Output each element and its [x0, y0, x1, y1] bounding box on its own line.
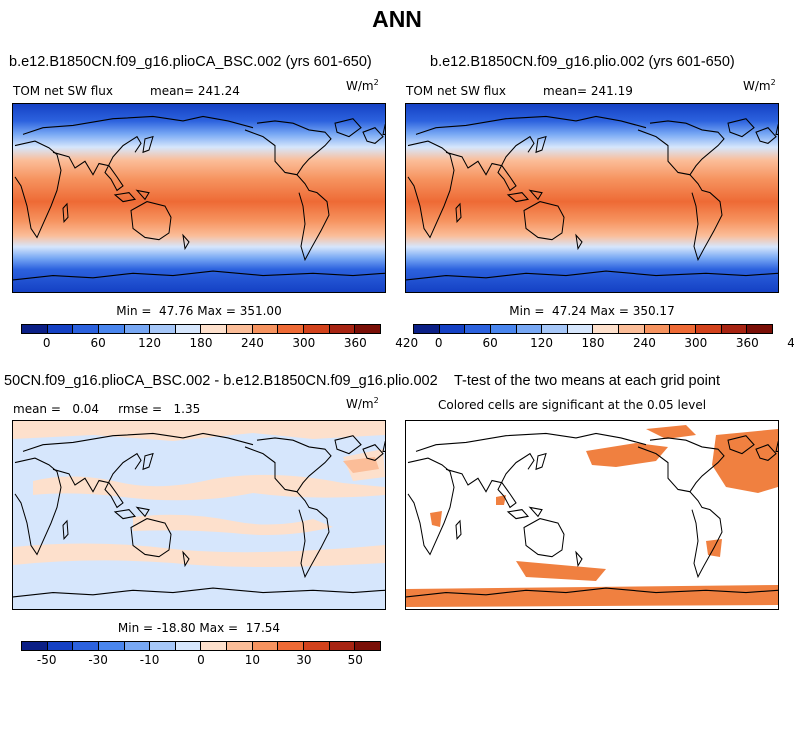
panel-2-flux-field [406, 104, 778, 292]
colorbar-segment [465, 325, 491, 333]
panel-3-diff-field [13, 421, 385, 609]
colorbar-segment [304, 642, 330, 650]
panel-2-units: W/m2 [743, 78, 776, 93]
colorbar-tick-label: 0 [197, 653, 205, 667]
panel-1-colorbar [21, 324, 381, 334]
colorbar-segment [73, 325, 99, 333]
colorbar-segment [329, 325, 356, 333]
colorbar-segment [201, 642, 228, 650]
panel-4-significant-cells [406, 425, 778, 607]
panel-3-map [12, 420, 386, 610]
colorbar-segment [355, 642, 380, 650]
panel-1-mean: mean= 241.24 [150, 84, 240, 98]
colorbar-tick-label: -10 [139, 653, 160, 667]
colorbar-segment [619, 325, 645, 333]
colorbar-segment [73, 642, 99, 650]
colorbar-segment [439, 325, 466, 333]
panel-3-colorbar [21, 641, 381, 651]
colorbar-segment [516, 325, 543, 333]
panel-4-subtitle: Colored cells are significant at the 0.0… [438, 398, 707, 412]
colorbar-segment [696, 325, 722, 333]
panel-3-minmax: Min = -18.80 Max = 17.54 [117, 621, 281, 635]
colorbar-tick-label: 360 [343, 336, 367, 350]
colorbar-segment [252, 325, 279, 333]
colorbar-tick-label: 360 [735, 336, 759, 350]
colorbar-segment [490, 325, 517, 333]
panel-3-stats: mean = 0.04 rmse = 1.35 [13, 402, 201, 416]
colorbar-tick-label: 0 [434, 336, 443, 350]
colorbar-tick-label: 300 [292, 336, 316, 350]
colorbar-segment [98, 325, 125, 333]
panel-4-map [405, 420, 779, 610]
panel-2-colorbar [413, 324, 773, 334]
colorbar-segment [329, 642, 356, 650]
panel-3-max-region [343, 457, 379, 473]
colorbar-tick-label: 0 [42, 336, 51, 350]
panel-1-map [12, 103, 386, 293]
colorbar-tick-label: 120 [530, 336, 554, 350]
panel-2-mean: mean= 241.19 [543, 84, 633, 98]
colorbar-segment [150, 325, 176, 333]
panel-1-minmax: Min = 47.76 Max = 351.00 [116, 304, 282, 318]
colorbar-segment [542, 325, 568, 333]
panel-2-title: b.e12.B1850CN.f09_g16.plio.002 (yrs 601-… [430, 54, 735, 70]
colorbar-tick-label: 420 [395, 336, 419, 350]
colorbar-segment [593, 325, 620, 333]
colorbar-segment [414, 325, 440, 333]
colorbar-tick-label: 180 [581, 336, 605, 350]
colorbar-segment [201, 325, 228, 333]
colorbar-segment [644, 325, 671, 333]
panel-2-map [405, 103, 779, 293]
colorbar-tick-label: 240 [632, 336, 656, 350]
colorbar-segment [175, 325, 202, 333]
colorbar-segment [47, 325, 74, 333]
colorbar-tick-label: 60 [90, 336, 106, 350]
colorbar-segment [124, 642, 151, 650]
colorbar-tick-label: 300 [684, 336, 708, 350]
colorbar-tick-label: 60 [482, 336, 498, 350]
colorbar-segment [567, 325, 594, 333]
colorbar-segment [747, 325, 772, 333]
colorbar-tick-label: 30 [296, 653, 312, 667]
panel-1-title: b.e12.B1850CN.f09_g16.plioCA_BSC.002 (yr… [9, 54, 372, 70]
colorbar-segment [47, 642, 74, 650]
colorbar-segment [227, 325, 253, 333]
panel-1-units: W/m2 [346, 78, 379, 93]
panel-2-minmax: Min = 47.24 Max = 350.17 [509, 304, 675, 318]
colorbar-segment [252, 642, 279, 650]
colorbar-segment [175, 642, 202, 650]
panel-4-title: T-test of the two means at each grid poi… [454, 373, 720, 389]
colorbar-segment [304, 325, 330, 333]
colorbar-segment [150, 642, 176, 650]
colorbar-tick-label: 180 [189, 336, 213, 350]
page-title: ANN [372, 6, 422, 32]
panel-2-field-label: TOM net SW flux [406, 84, 507, 98]
colorbar-segment [355, 325, 380, 333]
colorbar-tick-label: 10 [244, 653, 261, 667]
colorbar-tick-label: 50 [347, 653, 363, 667]
colorbar-segment [98, 642, 125, 650]
panel-3-title: 50CN.f09_g16.plioCA_BSC.002 - b.e12.B185… [4, 373, 438, 389]
colorbar-tick-label: -30 [88, 653, 108, 667]
colorbar-tick-label: 240 [240, 336, 264, 350]
colorbar-segment [278, 325, 305, 333]
colorbar-segment [227, 642, 253, 650]
colorbar-tick-label: -50 [36, 653, 57, 667]
colorbar-segment [278, 642, 305, 650]
panel-1-field-label: TOM net SW flux [13, 84, 114, 98]
colorbar-tick-label: 120 [138, 336, 162, 350]
colorbar-segment [670, 325, 697, 333]
colorbar-tick-label: 420 [787, 336, 794, 350]
colorbar-segment [22, 325, 48, 333]
colorbar-segment [22, 642, 48, 650]
panel-1-flux-field [13, 104, 385, 292]
panel-3-units: W/m2 [346, 396, 379, 411]
colorbar-segment [721, 325, 748, 333]
colorbar-segment [124, 325, 151, 333]
